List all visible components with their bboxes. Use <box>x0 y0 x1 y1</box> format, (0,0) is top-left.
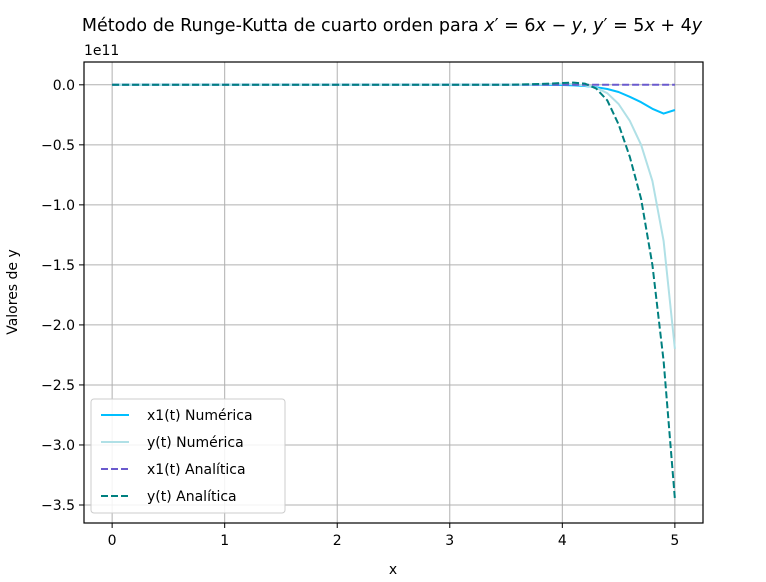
y-offset-label: 1e11 <box>84 43 119 59</box>
title-math-9: = 5 <box>608 16 645 36</box>
x-axis-label: x <box>389 562 397 578</box>
title-math-5: y <box>571 16 583 36</box>
title-math-3: x <box>535 16 547 36</box>
series-line-2 <box>112 82 676 350</box>
axes-frame <box>83 61 704 524</box>
x-tick-label: 3 <box>445 533 454 549</box>
y-tick-label: −3.5 <box>41 498 75 514</box>
x-tick-label: 2 <box>333 533 342 549</box>
series-line-4 <box>112 81 676 500</box>
y-tick-label: −1.0 <box>41 198 75 214</box>
y-tick-label: −2.5 <box>41 378 75 394</box>
y-axis-label: Valores de y <box>5 249 21 335</box>
legend-label-1: x1(t) Numérica <box>147 408 253 424</box>
legend-label-3: x1(t) Analítica <box>147 462 246 478</box>
title-math-11: + 4 <box>655 16 692 36</box>
legend-box <box>90 398 286 514</box>
title-math-8: ′ <box>604 16 608 36</box>
x-tick-label: 5 <box>670 533 679 549</box>
ticks: 0 1 2 3 4 5 0.0 −0.5 −1.0 −1.5 −2.0 −2.5 −3.0 −3.5 <box>41 78 679 549</box>
legend-label-4: y(t) Analítica <box>147 489 237 505</box>
title-math-12: y <box>691 16 703 36</box>
title-math-1: ′ <box>495 16 499 36</box>
chart-title-text: Método de Runge-Kutta de cuarto orden pa… <box>82 16 484 36</box>
x-tick-label: 0 <box>108 533 117 549</box>
series-line-1 <box>112 83 676 115</box>
title-math-6: , <box>582 16 593 36</box>
y-tick-label: −1.5 <box>41 258 75 274</box>
title-math-0: x <box>483 16 495 36</box>
y-tick-label: −2.0 <box>41 318 75 334</box>
y-tick-label: 0.0 <box>53 78 75 94</box>
x-tick-label: 1 <box>220 533 229 549</box>
title-math-10: x <box>643 16 655 36</box>
y-tick-label: −3.0 <box>41 438 75 454</box>
plot-area <box>112 81 676 500</box>
title-math-7: y <box>592 16 604 36</box>
legend-label-2: y(t) Numérica <box>147 435 244 451</box>
title-math-4: − <box>546 16 572 36</box>
chart-title: Método de Runge-Kutta de cuarto orden pa… <box>82 16 703 36</box>
title-math-2: = 6 <box>499 16 536 36</box>
x-tick-label: 4 <box>558 533 567 549</box>
legend: x1(t) Numérica y(t) Numérica x1(t) Analíti… <box>90 398 286 514</box>
y-tick-label: −0.5 <box>41 138 75 154</box>
